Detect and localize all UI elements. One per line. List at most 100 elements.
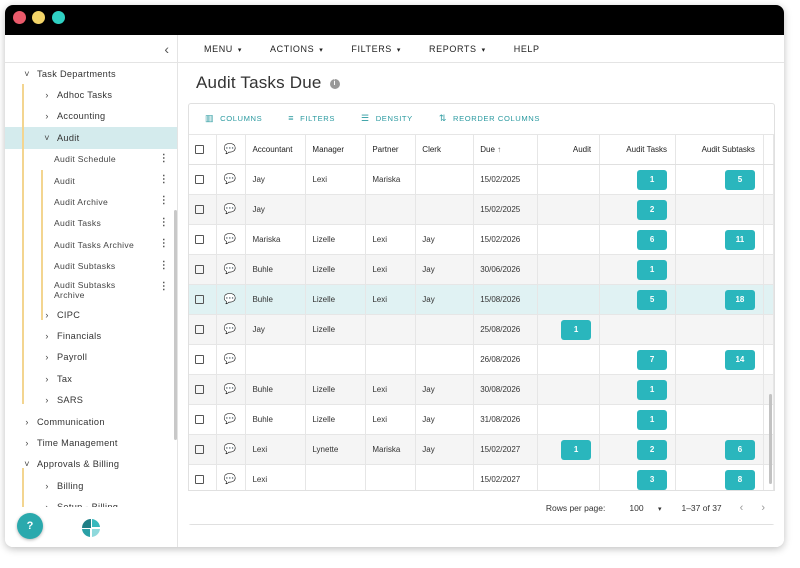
sidebar-item-tax[interactable]: › Tax: [5, 368, 177, 389]
sidebar-item-billing[interactable]: › Billing: [5, 475, 177, 496]
collapse-sidebar-icon[interactable]: ‹: [164, 41, 169, 57]
more-options-icon[interactable]: ⋮: [158, 259, 169, 271]
help-chat-button[interactable]: ?: [17, 513, 43, 539]
sidebar-item-adhoc-tasks[interactable]: › Adhoc Tasks: [5, 84, 177, 105]
row-checkbox[interactable]: [195, 355, 204, 365]
audit-subtasks-count-badge[interactable]: 18: [724, 289, 755, 310]
sidebar-item-accounting[interactable]: › Accounting: [5, 106, 177, 127]
row-checkbox[interactable]: [195, 295, 204, 305]
sidebar-item-sars[interactable]: › SARS: [5, 389, 177, 410]
sidebar-item-time-management[interactable]: › Time Management: [5, 432, 177, 453]
table-row[interactable]: 💬 Lexi Lynette Mariska Jay 15/02/2027 1 2 6: [189, 434, 774, 465]
header-clerk[interactable]: Clerk: [415, 134, 475, 165]
menu-actions[interactable]: ACTIONS ▾: [270, 44, 323, 54]
sidebar-item-audit[interactable]: ˅ Audit: [5, 127, 177, 149]
table-row[interactable]: 💬 Jay 15/02/2025 2: [189, 194, 774, 225]
header-due[interactable]: Due ↑: [473, 134, 539, 165]
more-options-icon[interactable]: ⋮: [158, 173, 169, 185]
chat-icon[interactable]: 💬: [223, 324, 236, 335]
header-accountant[interactable]: Accountant: [245, 134, 307, 165]
chat-icon[interactable]: 💬: [223, 264, 236, 275]
more-options-icon[interactable]: ⋮: [158, 152, 169, 164]
table-row[interactable]: 💬 26/08/2026 7 14: [189, 344, 774, 375]
chat-icon[interactable]: 💬: [223, 234, 236, 245]
density-button[interactable]: ☰ DENSITY: [361, 113, 413, 124]
audit-subtasks-count-badge[interactable]: 11: [724, 229, 755, 250]
more-options-icon[interactable]: ⋮: [158, 238, 169, 250]
sidebar-item-communication[interactable]: › Communication: [5, 411, 177, 432]
row-checkbox[interactable]: [195, 265, 204, 275]
header-audit[interactable]: Audit: [537, 134, 601, 165]
sort-ascending-icon[interactable]: ↑: [497, 145, 502, 154]
maximize-window-button[interactable]: [52, 11, 65, 24]
chat-icon[interactable]: 💬: [223, 474, 236, 485]
sidebar-item-audit-subtasks[interactable]: Audit Subtasks ⋮: [5, 256, 177, 277]
chat-icon[interactable]: 💬: [223, 204, 236, 215]
sidebar-item-financials[interactable]: › Financials: [5, 325, 177, 346]
next-page-button[interactable]: ›: [761, 501, 765, 514]
chat-icon[interactable]: 💬: [223, 384, 236, 395]
audit-subtasks-count-badge[interactable]: 5: [724, 169, 755, 190]
row-checkbox[interactable]: [195, 325, 204, 335]
table-row[interactable]: 💬 Buhle Lizelle Lexi Jay 30/06/2026 1: [189, 254, 774, 285]
sidebar-item-audit-subtasks-archive[interactable]: Audit Subtasks Archive ⋮: [5, 277, 177, 304]
chat-icon[interactable]: 💬: [223, 174, 236, 185]
audit-subtasks-count-badge[interactable]: 6: [724, 439, 755, 460]
table-row[interactable]: 💬 Buhle Lizelle Lexi Jay 31/08/2026 1: [189, 404, 774, 435]
audit-subtasks-count-badge[interactable]: 8: [724, 469, 755, 490]
sidebar-item-audit-tasks-archive[interactable]: Audit Tasks Archive ⋮: [5, 234, 177, 255]
menu-help[interactable]: HELP: [514, 44, 540, 54]
row-checkbox[interactable]: [195, 175, 204, 185]
filters-button[interactable]: ≡ FILTERS: [288, 113, 335, 123]
audit-tasks-count-badge[interactable]: 2: [637, 199, 668, 220]
audit-tasks-count-badge[interactable]: 6: [637, 229, 668, 250]
info-icon[interactable]: i: [329, 79, 340, 89]
sidebar-item-audit[interactable]: Audit ⋮: [5, 170, 177, 191]
sidebar-item-audit-archive[interactable]: Audit Archive ⋮: [5, 191, 177, 212]
audit-count-badge[interactable]: 1: [561, 439, 592, 460]
chat-icon[interactable]: 💬: [223, 414, 236, 425]
chat-icon[interactable]: 💬: [223, 294, 236, 305]
header-manager[interactable]: Manager: [305, 134, 367, 165]
audit-tasks-count-badge[interactable]: 2: [637, 439, 668, 460]
audit-tasks-count-badge[interactable]: 3: [637, 469, 668, 490]
chat-icon[interactable]: 💬: [223, 444, 236, 455]
row-checkbox[interactable]: [195, 445, 204, 455]
table-row[interactable]: 💬 Buhle Lizelle Lexi Jay 30/08/2026 1: [189, 374, 774, 405]
row-checkbox[interactable]: [195, 385, 204, 395]
audit-tasks-count-badge[interactable]: 1: [637, 259, 668, 280]
sidebar-item-audit-tasks[interactable]: Audit Tasks ⋮: [5, 213, 177, 234]
audit-subtasks-count-badge[interactable]: 14: [724, 349, 755, 370]
sidebar-item-payroll[interactable]: › Payroll: [5, 347, 177, 368]
menu-menu[interactable]: MENU ▾: [204, 44, 242, 54]
audit-tasks-count-badge[interactable]: 7: [637, 349, 668, 370]
rows-per-page-select[interactable]: 100 ▾: [617, 503, 661, 513]
close-window-button[interactable]: [13, 11, 26, 24]
more-options-icon[interactable]: ⋮: [158, 280, 169, 292]
table-row[interactable]: 💬 Jay Lexi Mariska 15/02/2025 1 5: [189, 164, 774, 195]
reorder-columns-button[interactable]: ⇅ REORDER COLUMNS: [439, 113, 540, 124]
more-options-icon[interactable]: ⋮: [158, 195, 169, 207]
audit-tasks-count-badge[interactable]: 1: [637, 409, 668, 430]
vertical-scrollbar[interactable]: [769, 394, 772, 484]
table-row[interactable]: 💬 Buhle Lizelle Lexi Jay 15/08/2026 5 18: [189, 284, 774, 315]
audit-count-badge[interactable]: 1: [561, 319, 592, 340]
menu-filters[interactable]: FILTERS ▾: [351, 44, 401, 54]
table-row[interactable]: 💬 Mariska Lizelle Lexi Jay 15/02/2026 6 11: [189, 224, 774, 255]
select-all-checkbox[interactable]: [195, 145, 204, 155]
sidebar-item-approvals-billing[interactable]: ˅ Approvals & Billing: [5, 454, 177, 475]
table-row[interactable]: 💬 Lexi 15/02/2027 3 8: [189, 464, 774, 495]
row-checkbox[interactable]: [195, 235, 204, 245]
row-checkbox[interactable]: [195, 205, 204, 215]
minimize-window-button[interactable]: [32, 11, 45, 24]
row-checkbox[interactable]: [195, 415, 204, 425]
more-options-icon[interactable]: ⋮: [158, 216, 169, 228]
menu-reports[interactable]: REPORTS ▾: [429, 44, 486, 54]
row-checkbox[interactable]: [195, 475, 204, 485]
audit-tasks-count-badge[interactable]: 1: [637, 169, 668, 190]
sidebar-scrollbar[interactable]: [174, 210, 177, 440]
sidebar-item-task-departments[interactable]: ˅ Task Departments: [5, 63, 177, 84]
audit-tasks-count-badge[interactable]: 5: [637, 289, 668, 310]
audit-tasks-count-badge[interactable]: 1: [637, 379, 668, 400]
header-audit-subtasks[interactable]: Audit Subtasks: [675, 134, 764, 165]
